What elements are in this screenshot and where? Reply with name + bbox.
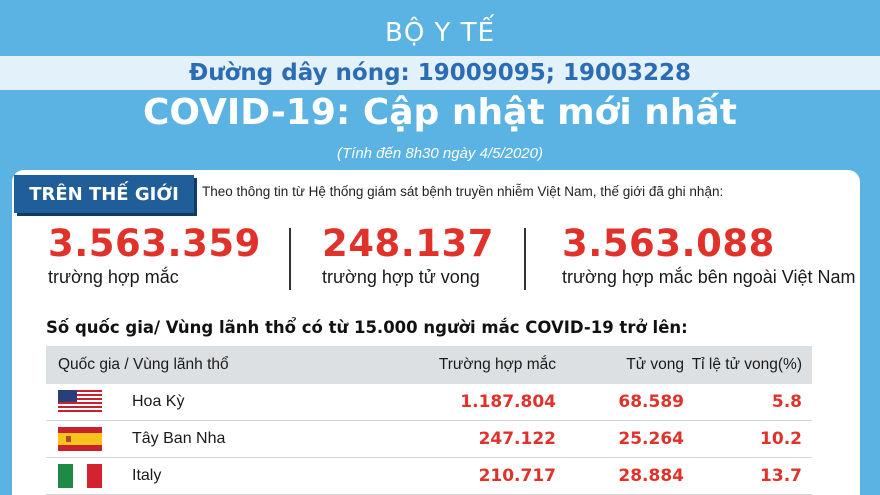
ministry-label: BỘ Y TẾ [384, 18, 496, 48]
world-section-tag: TRÊN THẾ GIỚI [14, 175, 194, 213]
table-heading: Số quốc gia/ Vùng lãnh thổ có từ 15.000 … [46, 318, 688, 337]
update-time-note: (Tính đến 8h30 ngày 4/5/2020) [337, 145, 543, 162]
page-title: COVID-19: Cập nhật mới nhất [142, 92, 738, 133]
country-cell: Hoa Kỳ [46, 390, 376, 414]
stat-value: 3.563.088 [562, 222, 775, 265]
country-name: Italy [132, 467, 162, 484]
cases-value: 247.122 [478, 429, 556, 449]
table-row: Hoa Kỳ 1.187.804 68.589 5.8 [46, 384, 812, 421]
table-row: Tây Ban Nha 247.122 25.264 10.2 [46, 421, 812, 458]
column-header-country: Quốc gia / Vùng lãnh thổ [58, 356, 229, 373]
hotline-text: Đường dây nóng: 19009095; 19003228 [188, 60, 692, 86]
world-intro-text: Theo thông tin từ Hệ thống giám sát bệnh… [202, 184, 724, 199]
cases-value: 1.187.804 [460, 392, 556, 412]
deaths-value: 25.264 [618, 429, 684, 449]
table-header-row: Quốc gia / Vùng lãnh thổ Trường hợp mắc … [46, 346, 812, 384]
content-card [12, 170, 860, 495]
stat-divider [524, 228, 526, 290]
deaths-value: 28.884 [618, 466, 684, 486]
column-header-deaths: Tử vong [626, 356, 684, 373]
death-rate-value: 10.2 [760, 429, 802, 449]
stat-label: trường hợp mắc bên ngoài Việt Nam [562, 267, 856, 287]
deaths-value: 68.589 [618, 392, 684, 412]
country-name: Hoa Kỳ [132, 393, 185, 410]
country-table: Quốc gia / Vùng lãnh thổ Trường hợp mắc … [46, 346, 812, 495]
stat-total-cases: 3.563.359 trường hợp mắc [48, 222, 261, 288]
country-name: Tây Ban Nha [132, 430, 226, 447]
column-header-cases: Trường hợp mắc [438, 356, 556, 373]
italy-flag-icon [58, 464, 102, 488]
hotline-banner: Đường dây nóng: 19009095; 19003228 [0, 56, 880, 90]
table-row: Italy 210.717 28.884 13.7 [46, 458, 812, 495]
stat-value: 3.563.359 [48, 222, 261, 265]
stat-label: trường hợp mắc [48, 267, 179, 287]
column-header-rate: Tỉ lệ tử vong(%) [691, 356, 802, 373]
country-cell: Italy [46, 464, 376, 488]
country-cell: Tây Ban Nha [46, 427, 376, 451]
stat-total-deaths: 248.137 trường hợp tử vong [322, 222, 494, 288]
usa-flag-icon [58, 390, 102, 414]
stat-label: trường hợp tử vong [322, 267, 480, 287]
death-rate-value: 5.8 [771, 392, 802, 412]
spain-flag-icon [58, 427, 102, 451]
stat-value: 248.137 [322, 222, 495, 265]
cases-value: 210.717 [478, 466, 556, 486]
stat-divider [289, 228, 291, 290]
stat-cases-outside-vietnam: 3.563.088 trường hợp mắc bên ngoài Việt … [562, 222, 855, 288]
death-rate-value: 13.7 [760, 466, 802, 486]
